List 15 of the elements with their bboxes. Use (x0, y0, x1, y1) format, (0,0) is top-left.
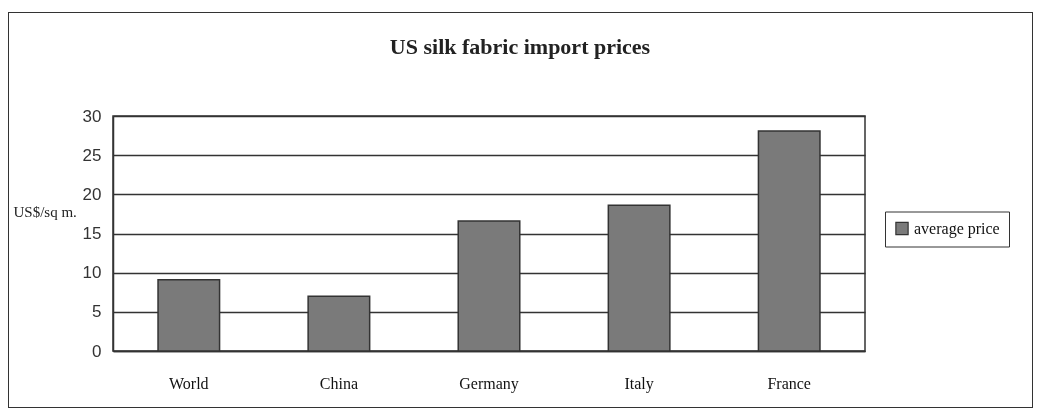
y-tick-label: 0 (92, 341, 102, 361)
y-tick-label: 5 (92, 302, 102, 322)
y-tick-label: 15 (82, 224, 102, 243)
x-tick-label: Germany (459, 374, 519, 393)
x-tick-label: Italy (624, 374, 654, 393)
x-tick-label: World (169, 374, 209, 392)
y-tick-label: 25 (82, 145, 102, 165)
chart-title: US silk fabric import prices (389, 34, 651, 59)
y-axis-title: US$/sq m. (13, 204, 77, 220)
x-tick-label: France (767, 374, 811, 392)
y-tick-label: 10 (82, 263, 102, 283)
y-tick-label: 20 (82, 184, 102, 204)
y-tick-label: 30 (82, 106, 102, 126)
x-tick-label: China (319, 374, 359, 392)
legend-label: average price (914, 219, 1000, 238)
